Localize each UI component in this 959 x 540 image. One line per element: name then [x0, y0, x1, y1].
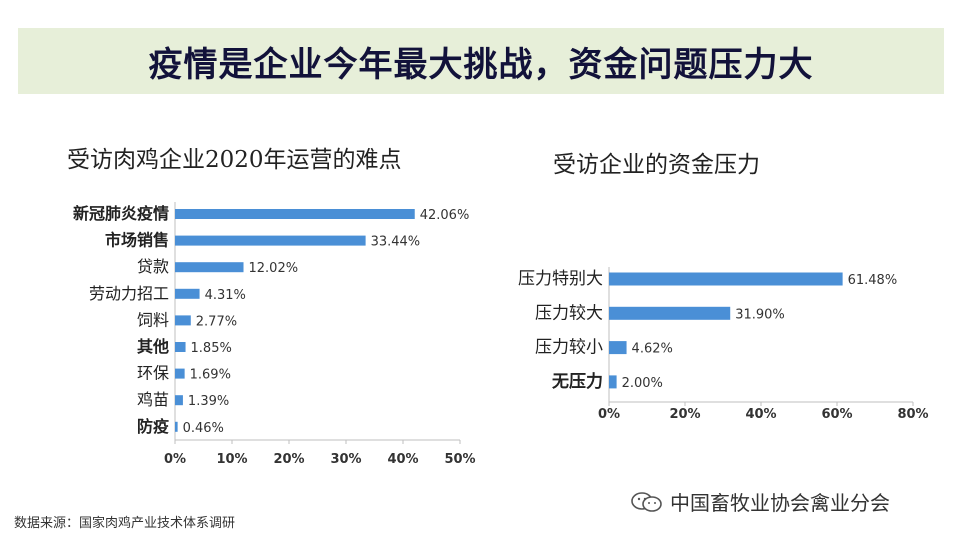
chart1-category-label: 环保 [137, 364, 169, 383]
chart1-category-label: 饲料 [137, 310, 169, 329]
chart1-bar [175, 342, 186, 352]
chart1-value-label: 0.46% [183, 421, 224, 436]
chart1-value-label: 12.02% [249, 261, 299, 276]
chart1-value-label: 2.77% [196, 314, 237, 329]
chart1-x-tick-label: 30% [330, 452, 361, 467]
chart1-category-label: 其他 [137, 337, 169, 356]
chart2-value-label: 61.48% [848, 273, 898, 288]
chart1-bar [175, 421, 178, 432]
chart1-bar [175, 368, 185, 379]
chart2-value-label: 31.90% [735, 307, 785, 322]
chart2-x-tick-label: 40% [745, 407, 776, 422]
chart1-bar [175, 395, 183, 406]
chart2-x-tick-label: 60% [821, 407, 852, 422]
wechat-icon [631, 491, 662, 512]
chart2-title: 受访企业的资金压力 [553, 152, 760, 178]
chart1-value-label: 1.85% [191, 341, 232, 356]
chart2-bar [609, 375, 617, 389]
title-banner: 疫情是企业今年最大挑战，资金问题压力大 [18, 28, 944, 94]
chart1-category-label: 劳动力招工 [89, 284, 169, 303]
chart2-category-label: 压力特别大 [518, 269, 603, 289]
chart2-bar [609, 306, 731, 320]
chart1-category-label: 贷款 [137, 257, 169, 276]
chart2-bar [609, 272, 843, 286]
chart1-value-label: 1.39% [188, 394, 229, 409]
chart1-value-label: 4.31% [205, 288, 246, 303]
chart2-x-tick-label: 80% [897, 407, 928, 422]
chart2-category-label: 压力较大 [535, 303, 603, 323]
chart1-title: 受访肉鸡企业2020年运营的难点 [67, 147, 402, 173]
watermark-text: 中国畜牧业协会禽业分会 [670, 491, 890, 515]
chart1-bar [175, 262, 244, 273]
chart1-x-tick-label: 50% [444, 452, 475, 467]
chart2-x-tick-label: 20% [669, 407, 700, 422]
chart2-value-label: 2.00% [622, 376, 663, 391]
chart1-bar [175, 209, 415, 219]
chart2-value-label: 4.62% [632, 342, 673, 357]
page-title: 疫情是企业今年最大挑战，资金问题压力大 [148, 44, 814, 85]
chart2-x-tick-label: 0% [598, 407, 620, 422]
chart1-x-tick-label: 0% [164, 452, 186, 467]
chart2-category-label: 无压力 [551, 371, 603, 392]
chart1-category-label: 新冠肺炎疫情 [73, 204, 169, 223]
chart1-bar [175, 288, 200, 299]
chart1-value-label: 33.44% [371, 235, 421, 250]
chart1-x-tick-label: 40% [387, 452, 418, 467]
chart1-value-label: 1.69% [190, 368, 231, 383]
chart1-x-tick-label: 20% [273, 452, 304, 467]
chart1-category-label: 防疫 [137, 417, 169, 436]
chart1-category-label: 鸡苗 [137, 390, 169, 409]
chart1-value-label: 42.06% [420, 208, 470, 223]
watermark: 中国畜牧业协会禽业分会 [630, 487, 890, 516]
chart1-x-tick-label: 10% [216, 452, 247, 467]
chart1-bar [175, 315, 191, 326]
chart2-bar [609, 341, 627, 355]
chart2-category-label: 压力较小 [535, 338, 603, 358]
data-source: 数据来源：国家肉鸡产业技术体系调研 [14, 516, 236, 531]
chart1-bar [175, 235, 366, 246]
chart1-category-label: 市场销售 [105, 231, 169, 250]
